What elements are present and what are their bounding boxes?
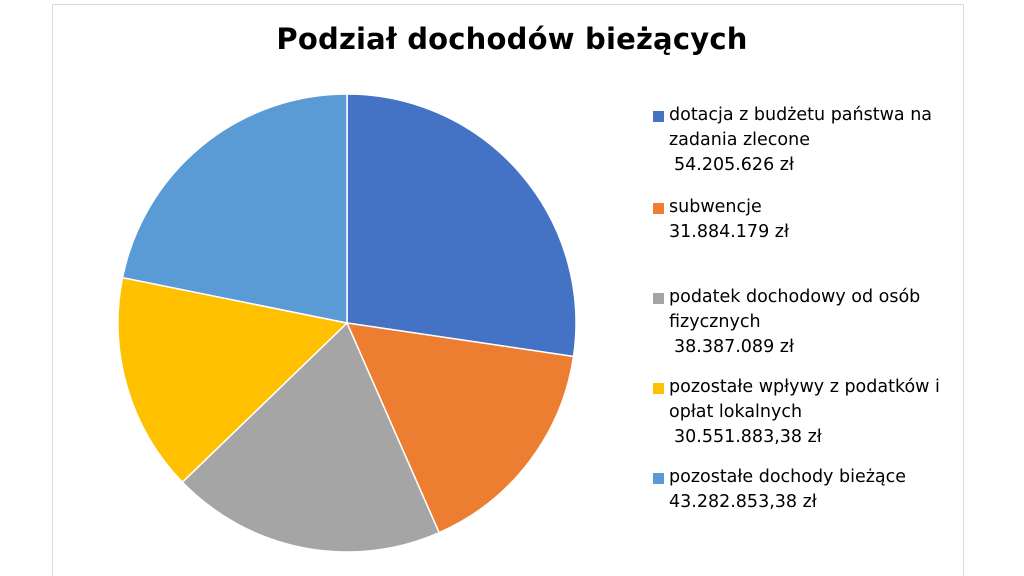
legend-label-subwencje: subwencje (669, 197, 762, 217)
legend-swatch-subwencje (653, 203, 664, 214)
pie-slice-2 (181, 322, 440, 553)
legend-swatch-pozostale-dochody (653, 473, 664, 484)
legend-value-dotacja: 54.205.626 zł (674, 155, 794, 175)
legend-swatch-podatek-dochodowy (653, 293, 664, 304)
chart-title: Podział dochodów bieżących (276, 22, 748, 56)
legend-label-pozostale-wplywy: pozostałe wpływy z podatków i opłat loka… (669, 377, 940, 422)
legend-value-pozostale-wplywy: 30.551.883,38 zł (674, 427, 822, 447)
legend-label-pozostale-dochody: pozostałe dochody bieżące (669, 467, 907, 487)
legend-label-dotacja: dotacja z budżetu państwa na zadania zle… (669, 105, 933, 150)
pie-slice-1 (346, 322, 575, 534)
pie-slice-3 (117, 276, 348, 483)
legend-value-podatek-dochodowy: 38.387.089 zł (674, 337, 794, 357)
legend-value-pozostale-dochody: 43.282.853,38 zł (669, 492, 817, 512)
legend-swatch-pozostale-wplywy (653, 383, 664, 394)
legend: dotacja z budżetu państwa na zadania zle… (653, 0, 973, 576)
pie-slice-4 (121, 93, 348, 324)
legend-label-podatek-dochodowy: podatek dochodowy od osób fizycznych (669, 287, 921, 332)
legend-value-subwencje: 31.884.179 zł (669, 222, 789, 242)
legend-swatch-dotacja (653, 111, 664, 122)
pie-slice-0 (346, 93, 577, 358)
